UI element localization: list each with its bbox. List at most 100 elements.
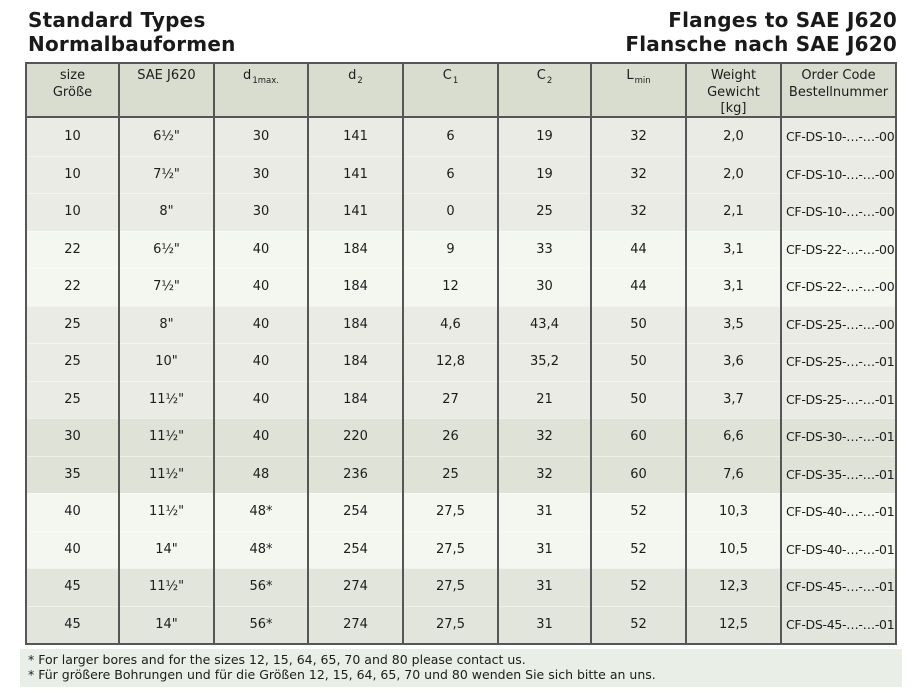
table-cell-size: 22: [27, 230, 120, 268]
order-code-cell: CF-DS-45-…-…-014: [786, 616, 895, 632]
table-cell-d1max: 40: [215, 418, 309, 456]
table-cell-size: 40: [27, 493, 120, 531]
order-code-cell: CF-DS-25-…-…-010: [786, 354, 895, 370]
table-cell-lmin: 44: [592, 230, 687, 268]
table-cell-c2: 21: [499, 380, 592, 418]
table-cell-c2: 35,2: [499, 343, 592, 381]
header-cell-order-code: Order Code Bestellnummer: [788, 68, 889, 100]
table-cell-d1max: 30: [215, 155, 309, 193]
table-cell-d2: 274: [309, 605, 404, 643]
table-cell-weight: 2,0: [687, 118, 782, 156]
subtitle-english: Flanges to SAE J620: [668, 8, 897, 32]
table-cell-c1: 27,5: [404, 493, 499, 531]
table-cell-size: 25: [27, 305, 120, 343]
table-cell-size: 10: [27, 118, 120, 156]
table-cell-weight: 10,3: [687, 493, 782, 531]
table-cell-c2: 30: [499, 268, 592, 306]
table-cell-size: 40: [27, 530, 120, 568]
table-cell-d1max: 40: [215, 305, 309, 343]
table-cell-c2: 31: [499, 568, 592, 606]
table-cell-sae-j620: 7½": [120, 268, 215, 306]
order-code-cell: CF-DS-10-…-…-008: [786, 204, 895, 220]
table-cell-d2: 184: [309, 230, 404, 268]
table-cell-weight: 2,0: [687, 155, 782, 193]
table-row: 25 8" 40 184 4,6 43,4 50 3,5 CF-DS-25-…-…-008: [27, 305, 895, 343]
table-cell-c2: 19: [499, 118, 592, 156]
table-cell-lmin: 32: [592, 193, 687, 231]
table-cell-c2: 31: [499, 530, 592, 568]
table-cell-d1max: 40: [215, 230, 309, 268]
table-cell-lmin: 44: [592, 268, 687, 306]
table-row: 25 11½" 40 184 27 21 50 3,7 CF-DS-25-…-…-011: [27, 380, 895, 418]
table-cell-lmin: 60: [592, 455, 687, 493]
table-cell-weight: 3,1: [687, 230, 782, 268]
header-cell-lmin: Lmin: [592, 64, 687, 116]
table-row: 35 11½" 48 236 25 32 60 7,6 CF-DS-35-…-…-011: [27, 455, 895, 493]
table-cell-d2: 184: [309, 343, 404, 381]
table-row: 10 8" 30 141 0 25 32 2,1 CF-DS-10-…-…-008: [27, 193, 895, 231]
table-cell-d1max: 30: [215, 193, 309, 231]
footnote-line: * For larger bores and for the sizes 12,…: [28, 652, 526, 667]
table-cell-weight: 3,7: [687, 380, 782, 418]
header-cell-d1max: d1max.: [215, 64, 309, 116]
table-cell-weight: 2,1: [687, 193, 782, 231]
table-row: 22 7½" 40 184 12 30 44 3,1 CF-DS-22-…-…-007: [27, 268, 895, 306]
header-cell-c2: C2: [499, 64, 592, 116]
order-code-cell: CF-DS-35-…-…-011: [786, 466, 895, 482]
table-cell-d1max: 48*: [215, 493, 309, 531]
table-cell-sae-j620: 11½": [120, 455, 215, 493]
table-cell-sae-j620: 8": [120, 193, 215, 231]
table-cell-d2: 141: [309, 155, 404, 193]
order-code-cell: CF-DS-22-…-…-006: [786, 241, 895, 257]
table-row: 10 7½" 30 141 6 19 32 2,0 CF-DS-10-…-…-007: [27, 155, 895, 193]
order-code-cell: CF-DS-10-…-…-006: [786, 129, 895, 145]
table-cell-lmin: 50: [592, 343, 687, 381]
table-cell-lmin: 32: [592, 155, 687, 193]
table-cell-c1: 27: [404, 380, 499, 418]
table-cell-d2: 274: [309, 568, 404, 606]
table-cell-d1max: 56*: [215, 605, 309, 643]
table-cell-size: 45: [27, 605, 120, 643]
table-cell-lmin: 50: [592, 380, 687, 418]
table-cell-weight: 6,6: [687, 418, 782, 456]
table-row: 45 11½" 56* 274 27,5 31 52 12,3 CF-DS-45-…-…-011: [27, 568, 895, 606]
table-cell-c1: 12: [404, 268, 499, 306]
order-code-cell: CF-DS-45-…-…-011: [786, 579, 895, 595]
title-german: Normalbauformen: [28, 32, 236, 56]
table-cell-sae-j620: 7½": [120, 155, 215, 193]
table-cell-sae-j620: 11½": [120, 568, 215, 606]
table-cell-sae-j620: 11½": [120, 418, 215, 456]
table-cell-sae-j620: 8": [120, 305, 215, 343]
order-code-cell: CF-DS-30-…-…-011: [786, 429, 895, 445]
table-cell-c1: 6: [404, 155, 499, 193]
table-row: 40 11½" 48* 254 27,5 31 52 10,3 CF-DS-40-…-…-011: [27, 493, 895, 531]
table-cell-c1: 25: [404, 455, 499, 493]
table-cell-sae-j620: 11½": [120, 380, 215, 418]
table-cell-c2: 31: [499, 493, 592, 531]
table-cell-c1: 9: [404, 230, 499, 268]
table-cell-size: 10: [27, 193, 120, 231]
table-cell-weight: 12,5: [687, 605, 782, 643]
table-cell-lmin: 52: [592, 493, 687, 531]
table-cell-c1: 27,5: [404, 568, 499, 606]
table-header-row: size Größe SAE J620 d1max. d2 C1 C2 Lmin Weight G…: [27, 64, 895, 118]
table-cell-d2: 184: [309, 305, 404, 343]
order-code-cell: CF-DS-22-…-…-007: [786, 279, 895, 295]
table-cell-d2: 236: [309, 455, 404, 493]
title-english: Standard Types: [28, 8, 206, 32]
table-cell-c2: 32: [499, 418, 592, 456]
table-cell-d2: 184: [309, 380, 404, 418]
table-cell-c1: 27,5: [404, 530, 499, 568]
table-row: 25 10" 40 184 12,8 35,2 50 3,6 CF-DS-25-…-…-010: [27, 343, 895, 381]
table-cell-c1: 4,6: [404, 305, 499, 343]
table-cell-c2: 33: [499, 230, 592, 268]
table-cell-sae-j620: 14": [120, 530, 215, 568]
header-cell-weight: Weight Gewicht [kg]: [687, 64, 782, 116]
page-header: Standard Types Normalbauformen Flanges t…: [28, 8, 897, 56]
table-body: 10 6½" 30 141 6 19 32 2,0 CF-DS-10-…-…-006 10 7½" 3…: [27, 118, 895, 643]
table-cell-lmin: 60: [592, 418, 687, 456]
table-cell-sae-j620: 6½": [120, 118, 215, 156]
table-cell-lmin: 50: [592, 305, 687, 343]
table-cell-weight: 12,3: [687, 568, 782, 606]
